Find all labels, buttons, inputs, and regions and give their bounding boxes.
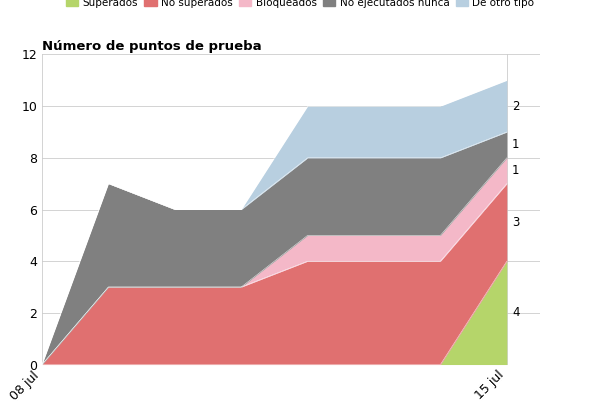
Text: 2: 2 [512,100,520,113]
Text: 3: 3 [512,216,520,229]
Legend: Superados, No superados, Bloqueados, No ejecutados nunca, De otro tipo: Superados, No superados, Bloqueados, No … [65,0,535,9]
Text: 4: 4 [512,306,520,319]
Text: 1: 1 [512,138,520,151]
Text: Número de puntos de prueba: Número de puntos de prueba [42,40,262,53]
Text: 1: 1 [512,164,520,177]
